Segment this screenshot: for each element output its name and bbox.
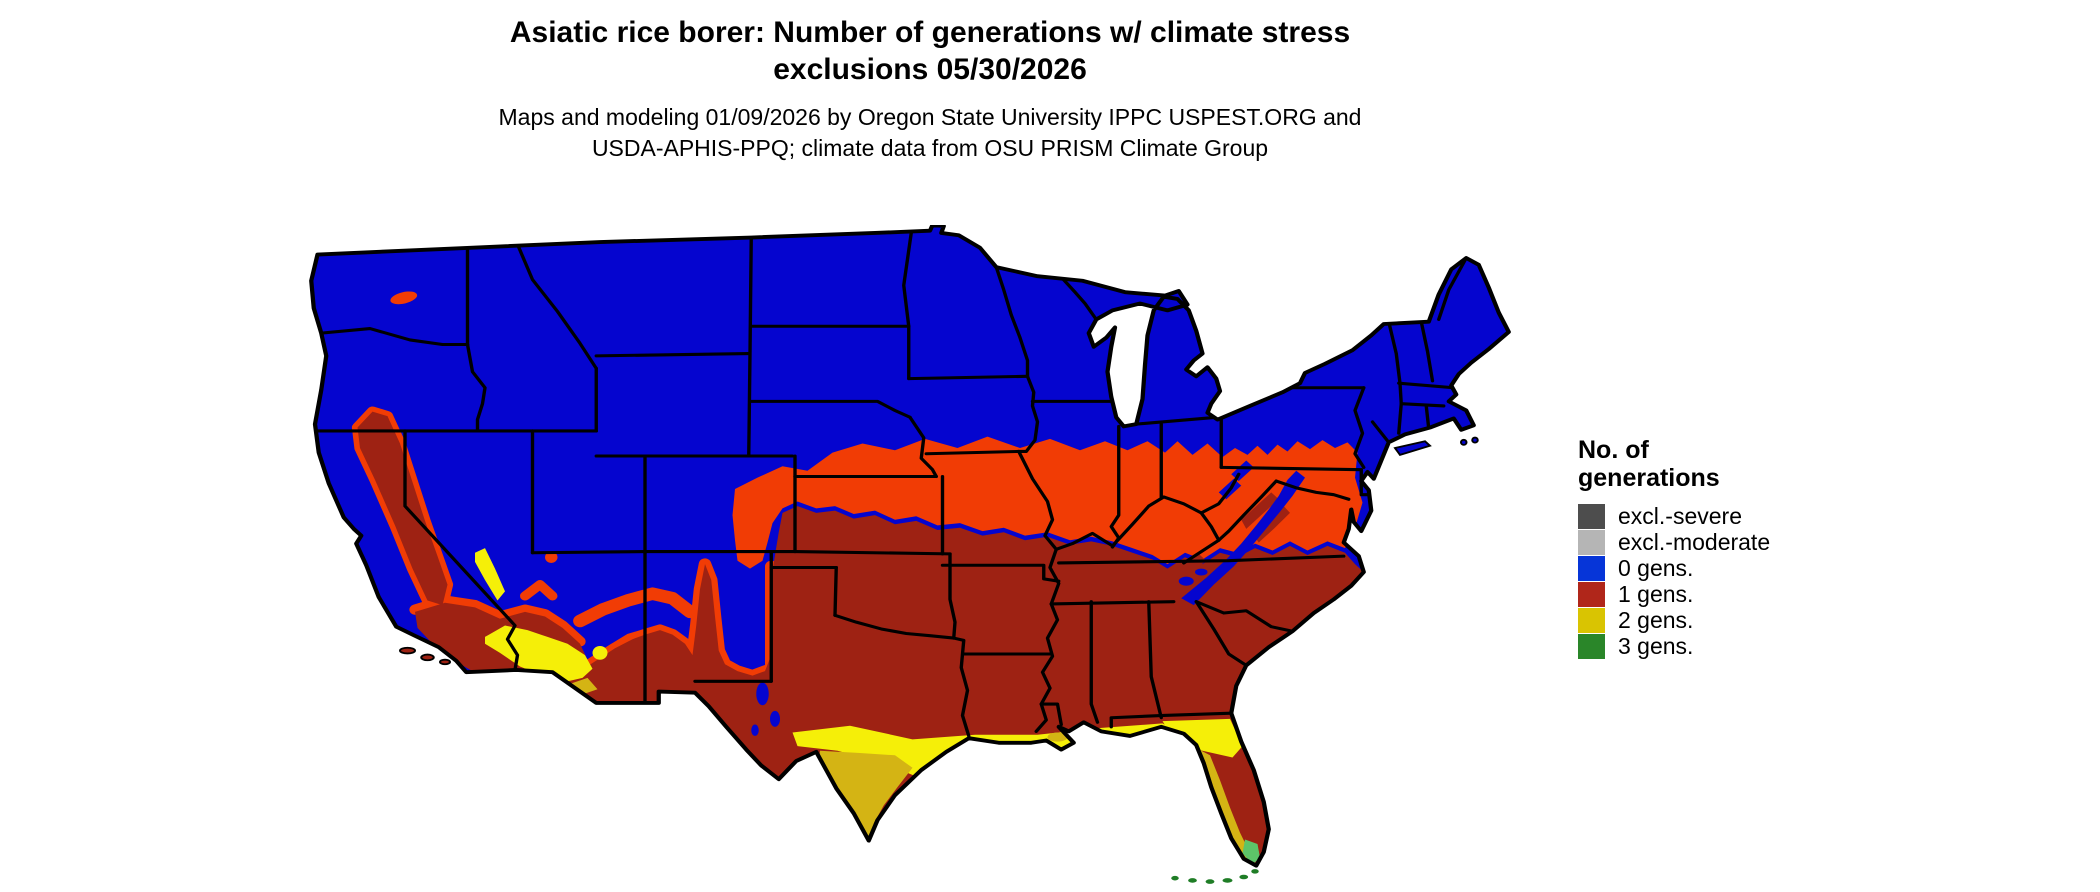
legend-swatch-1-gens: [1578, 581, 1605, 607]
page-subtitle-line1: Maps and modeling 01/09/2026 by Oregon S…: [498, 104, 1362, 130]
page-title-line1: Asiatic rice borer: Number of generation…: [509, 16, 1351, 49]
legend-items: excl.-severe excl.-moderate 0 gens. 1 ge…: [1578, 503, 1908, 659]
legend-swatch-0-gens: [1578, 555, 1605, 581]
legend-item-excl-moderate: excl.-moderate: [1578, 529, 1908, 555]
offshore-islands: [399, 436, 1479, 666]
appalachian-red-streaks: [1163, 492, 1290, 591]
legend-title: No. of generations: [1578, 436, 1908, 492]
page-subtitle: Maps and modeling 01/09/2026 by Oregon S…: [180, 102, 1680, 164]
legend-label: excl.-severe: [1618, 502, 1742, 529]
legend-swatch-3-gens: [1578, 633, 1605, 659]
header: Asiatic rice borer: Number of generation…: [180, 14, 1680, 164]
transition-fringe-west: [351, 406, 778, 691]
region-1-gen-central-valley: [357, 411, 448, 606]
snake-river-transition-patch: [390, 291, 418, 305]
state-borders: [314, 231, 1468, 738]
marthas-vineyard-island: [1471, 436, 1479, 444]
legend: No. of generations excl.-severe excl.-mo…: [1578, 436, 1908, 659]
us-map-svg: [300, 225, 1550, 884]
legend-item-2-gens: 2 gens.: [1578, 607, 1908, 633]
legend-label: 0 gens.: [1618, 554, 1694, 581]
page-subtitle-line2: USDA-APHIS-PPQ; climate data from OSU PR…: [591, 135, 1269, 161]
channel-island: [439, 658, 451, 666]
region-1-gen-south: [550, 506, 1368, 866]
us-generations-map: [300, 225, 1550, 885]
legend-label: 2 gens.: [1618, 606, 1694, 633]
legend-swatch-excl-severe: [1578, 503, 1605, 529]
page-title-line2: exclusions 05/30/2026: [773, 53, 1087, 86]
legend-item-3-gens: 3 gens.: [1578, 633, 1908, 659]
long-island: [1393, 440, 1432, 456]
channel-island: [420, 653, 435, 662]
legend-item-excl-severe: excl.-severe: [1578, 503, 1908, 529]
map-fill-layer: [311, 225, 1509, 866]
legend-swatch-excl-moderate: [1578, 529, 1605, 555]
legend-title-line1: No. of: [1578, 436, 1649, 464]
region-3-gens-florida-tip: [1242, 839, 1260, 865]
legend-label: 1 gens.: [1618, 580, 1694, 607]
legend-item-1-gens: 1 gens.: [1578, 581, 1908, 607]
legend-label: 3 gens.: [1618, 632, 1694, 659]
st-george-transition-patch: [545, 551, 558, 563]
legend-item-0-gens: 0 gens.: [1578, 555, 1908, 581]
channel-island: [399, 646, 416, 655]
legend-label: excl.-moderate: [1618, 528, 1771, 555]
legend-title-line2: generations: [1578, 464, 1720, 492]
page-title: Asiatic rice borer: Number of generation…: [180, 14, 1680, 88]
nantucket-island: [1459, 438, 1468, 446]
florida-keys: [1171, 869, 1259, 884]
legend-swatch-2-gens: [1578, 607, 1605, 633]
